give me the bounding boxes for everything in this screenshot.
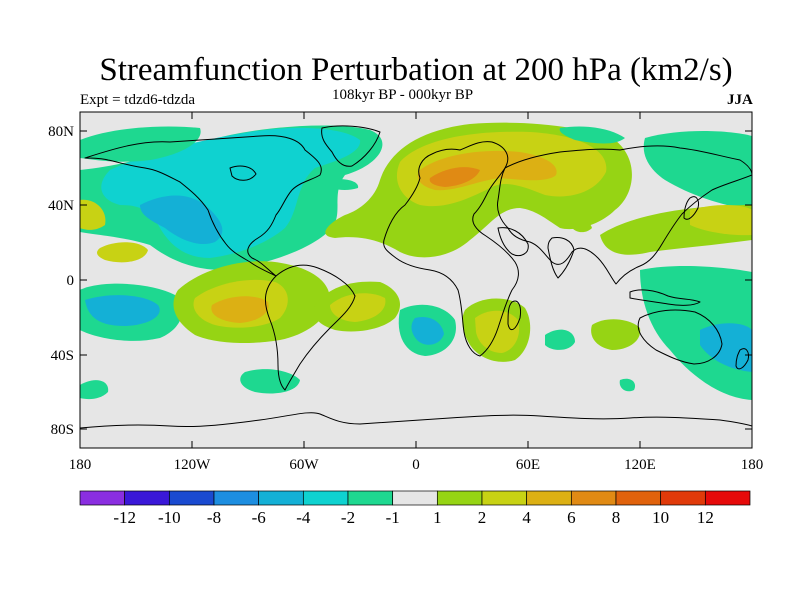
colorbar-swatch (213, 490, 260, 506)
colorbar-swatch (168, 490, 215, 506)
colorbar-label: -8 (207, 508, 221, 527)
colorbar-label: 6 (567, 508, 576, 527)
coastline-australia (637, 309, 723, 365)
x-tick-label: 0 (412, 457, 420, 473)
colorbar-swatch (347, 490, 394, 506)
period-label: 108kyr BP - 000kyr BP (332, 87, 474, 103)
experiment-label: Expt = tdzd6-tdzda (80, 92, 196, 108)
y-tick-label: 0 (67, 273, 75, 289)
colorbar-swatch (392, 490, 438, 506)
x-tick-label: 180 (69, 457, 92, 473)
colorbar-label: 10 (652, 508, 669, 527)
anomaly-green-arctic-east (643, 131, 752, 210)
anomaly-cyan-south-atlantic (411, 316, 444, 345)
colorbar-label: 12 (697, 508, 714, 527)
anomaly-yellow-australia-south (591, 319, 641, 350)
colorbar-swatch (436, 490, 483, 506)
anomaly-green-arctic-siberia (559, 126, 625, 144)
colorbar-label: 8 (612, 508, 621, 527)
y-tick-label: 40S (51, 348, 74, 364)
y-tick-label: 80S (51, 422, 74, 438)
colorbar-swatch (258, 490, 304, 506)
x-tick-label: 60E (516, 457, 540, 473)
anomaly-green-south-pacific (80, 380, 109, 400)
anomaly-green-north-atlantic (320, 179, 359, 190)
coastline-arabia (497, 227, 529, 257)
colorbar-label: -12 (113, 508, 136, 527)
anomaly-orange-east-pacific (211, 296, 269, 323)
anomaly-blue-north-pacific (140, 195, 223, 245)
colorbar-swatch (615, 490, 662, 506)
colorbar-swatch (660, 490, 706, 506)
anomaly-yellow-north-pacific-east (690, 205, 752, 236)
coastline-india (547, 237, 575, 279)
x-tick-label: 180 (741, 457, 764, 473)
coastline-new-zealand (735, 348, 749, 370)
colorbar-swatch (526, 490, 572, 506)
colorbar-swatch (124, 490, 170, 506)
y-axis (80, 130, 752, 430)
anomaly-green-southern-indian (619, 378, 636, 392)
colorbar-swatch (481, 490, 528, 506)
x-tick-label: 120E (624, 457, 656, 473)
x-tick-label: 60W (289, 457, 319, 473)
coastline-indonesia (629, 289, 701, 306)
coastline-africa-europe (383, 141, 519, 357)
x-axis (79, 112, 753, 448)
coastline-hudson-bay (229, 165, 257, 181)
anomaly-cyan-southwest-pacific (700, 323, 752, 372)
coastline-japan (683, 196, 699, 220)
coastline-antarctica (80, 412, 752, 429)
coastlines (80, 125, 752, 429)
anomaly-green-indian-ocean (545, 329, 575, 350)
anomaly-yellow-hawaii (97, 242, 148, 263)
colorbar-label: -4 (296, 508, 311, 527)
anomaly-blue-west-pacific (85, 295, 160, 326)
y-tick-label: 80N (48, 124, 74, 140)
colorbar-swatch (570, 490, 617, 506)
colorbar-label: -10 (158, 508, 181, 527)
y-tick-label: 40N (48, 198, 74, 214)
anomaly-orange-scandinavia (429, 167, 480, 187)
season-label: JJA (727, 92, 753, 108)
colorbar-label: -2 (341, 508, 355, 527)
x-tick-label: 120W (174, 457, 212, 473)
colorbar-label: 4 (522, 508, 531, 527)
anomaly-field (80, 122, 752, 400)
anomaly-yellow-central-asia (570, 220, 592, 233)
colorbar-swatch (704, 490, 751, 506)
anomaly-green-south-america (240, 369, 300, 394)
coastline-asia (497, 145, 752, 285)
coastline-south-america (265, 264, 356, 391)
anomaly-green-arctic-west (80, 126, 201, 162)
coastline-greenland (321, 125, 381, 167)
anomaly-yellow-gulf-alaska (80, 199, 106, 230)
colorbar: -12 -10 -8 -6 -4 -2 -1 1 2 4 6 8 10 12 (79, 490, 751, 527)
colorbar-label: 1 (433, 508, 442, 527)
colorbar-swatch (79, 490, 126, 506)
anomaly-green-west-pacific-tropics (640, 266, 752, 400)
coastline-madagascar (507, 300, 521, 331)
colorbar-label: -1 (386, 508, 400, 527)
coastline-north-america (84, 135, 322, 277)
colorbar-swatch (302, 490, 349, 506)
colorbar-label: 2 (478, 508, 487, 527)
colorbar-label: -6 (252, 508, 266, 527)
plot-title: Streamfunction Perturbation at 200 hPa (… (99, 52, 733, 88)
